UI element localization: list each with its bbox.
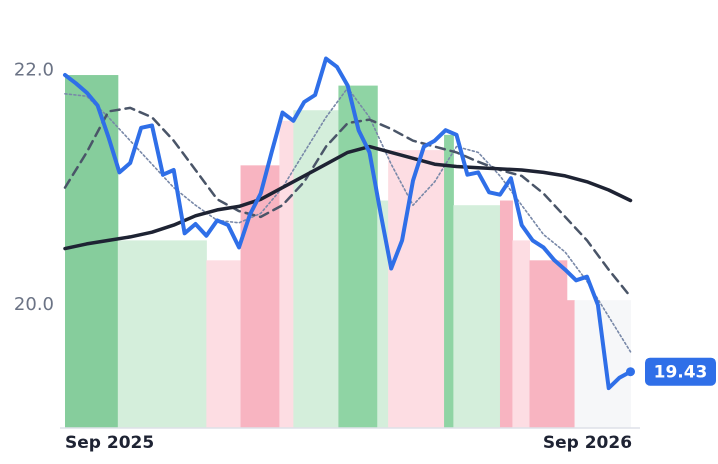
y-tick-label: 20.0 bbox=[14, 294, 54, 315]
band bbox=[377, 200, 389, 428]
line-solid bbox=[63, 56, 633, 391]
band bbox=[566, 300, 576, 428]
y-tick-label: 22.0 bbox=[14, 59, 54, 80]
line-thick bbox=[63, 144, 633, 251]
x-tick-label: Sep 2026 bbox=[543, 433, 632, 453]
band bbox=[338, 85, 378, 428]
line-dashed bbox=[63, 106, 632, 298]
lines bbox=[63, 56, 633, 391]
band bbox=[65, 75, 119, 429]
last-value-badge bbox=[645, 357, 716, 386]
x-tick-label: Sep 2025 bbox=[65, 433, 154, 453]
band bbox=[512, 240, 531, 428]
band bbox=[499, 200, 513, 428]
band bbox=[574, 300, 631, 428]
band bbox=[453, 205, 501, 428]
band bbox=[529, 260, 568, 428]
labels: 20.0 22.0 Sep 2025 Sep 2026 19.43 bbox=[14, 59, 716, 453]
band bbox=[444, 134, 454, 429]
last-point bbox=[625, 367, 635, 377]
band bbox=[206, 260, 242, 428]
band bbox=[388, 150, 445, 429]
band bbox=[117, 240, 207, 428]
band bbox=[279, 120, 294, 429]
last-value-label: 19.43 bbox=[654, 363, 708, 383]
